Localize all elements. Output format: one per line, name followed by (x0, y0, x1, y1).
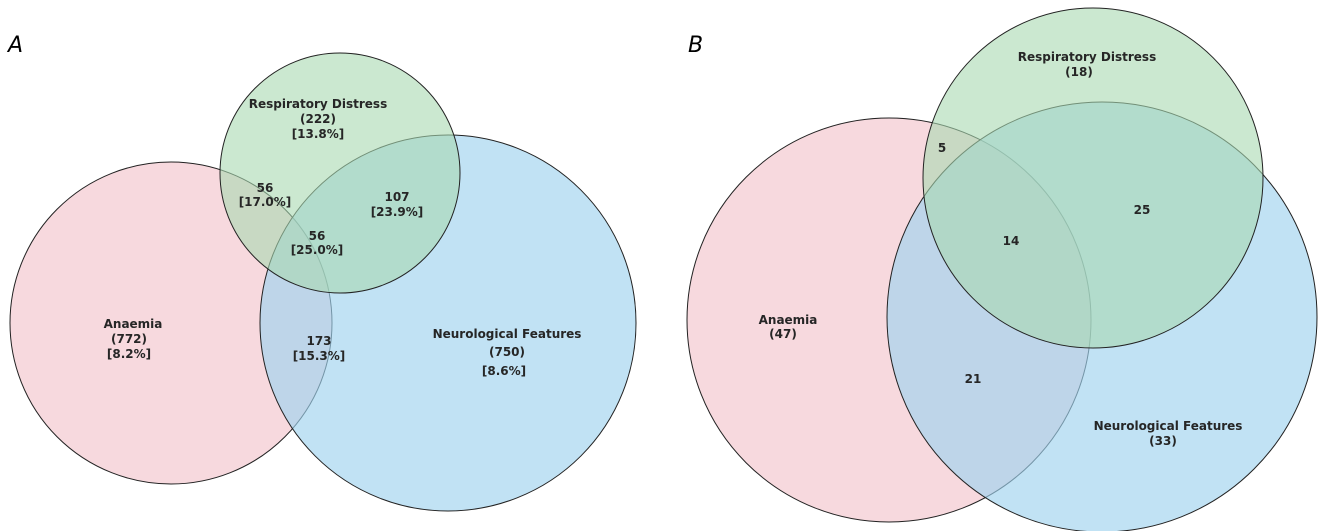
panel-a-neuro-pct: [8.6%] (482, 364, 526, 378)
panel-b-letter: B (688, 33, 703, 58)
panel-a-anaemia-count: (772) (111, 332, 147, 346)
panel-a-respiratory-pct: [13.8%] (292, 127, 345, 141)
panel-a-anaemia-name: Anaemia (104, 317, 163, 331)
panel-a-letter: A (6, 33, 23, 58)
panel-a-neuro-count: (750) (489, 345, 525, 359)
panel-a-anaemia-respiratory-pct: [17.0%] (239, 195, 292, 209)
panel-a-neuro-name: Neurological Features (433, 327, 582, 341)
panel-b-respiratory-count: (18) (1065, 65, 1093, 79)
panel-b-anaemia-neuro-count: 21 (965, 372, 982, 386)
panel-a: A Respiratory Distress (222) [13.8%] 56 … (6, 33, 637, 512)
panel-b-respiratory-neuro-count: 25 (1134, 203, 1151, 217)
panel-a-all-three-pct: [25.0%] (291, 243, 344, 257)
panel-a-respiratory-neuro-count: 107 (384, 190, 409, 204)
panel-b-all-three-count: 14 (1003, 234, 1020, 248)
panel-b-neuro-name: Neurological Features (1094, 419, 1243, 433)
panel-a-respiratory-name: Respiratory Distress (249, 97, 387, 111)
panel-b-neuro-count: (33) (1149, 434, 1177, 448)
panel-b: B Respiratory Distress (18) 5 25 14 21 A… (686, 7, 1318, 531)
panel-a-all-three-count: 56 (309, 229, 326, 243)
panel-a-anaemia-neuro-count: 173 (306, 334, 331, 348)
panel-b-respiratory-name: Respiratory Distress (1018, 50, 1156, 64)
panel-b-respiratory-circle (922, 7, 1264, 349)
panel-a-anaemia-pct: [8.2%] (107, 347, 151, 361)
panel-a-respiratory-circle (219, 52, 461, 294)
panel-a-anaemia-neuro-pct: [15.3%] (293, 349, 346, 363)
panel-b-anaemia-respiratory-count: 5 (938, 141, 946, 155)
panel-a-respiratory-neuro-pct: [23.9%] (371, 205, 424, 219)
panel-b-anaemia-name: Anaemia (759, 313, 818, 327)
panel-a-respiratory-count: (222) (300, 112, 336, 126)
panel-a-anaemia-respiratory-count: 56 (257, 181, 274, 195)
panel-b-anaemia-count: (47) (769, 327, 797, 341)
